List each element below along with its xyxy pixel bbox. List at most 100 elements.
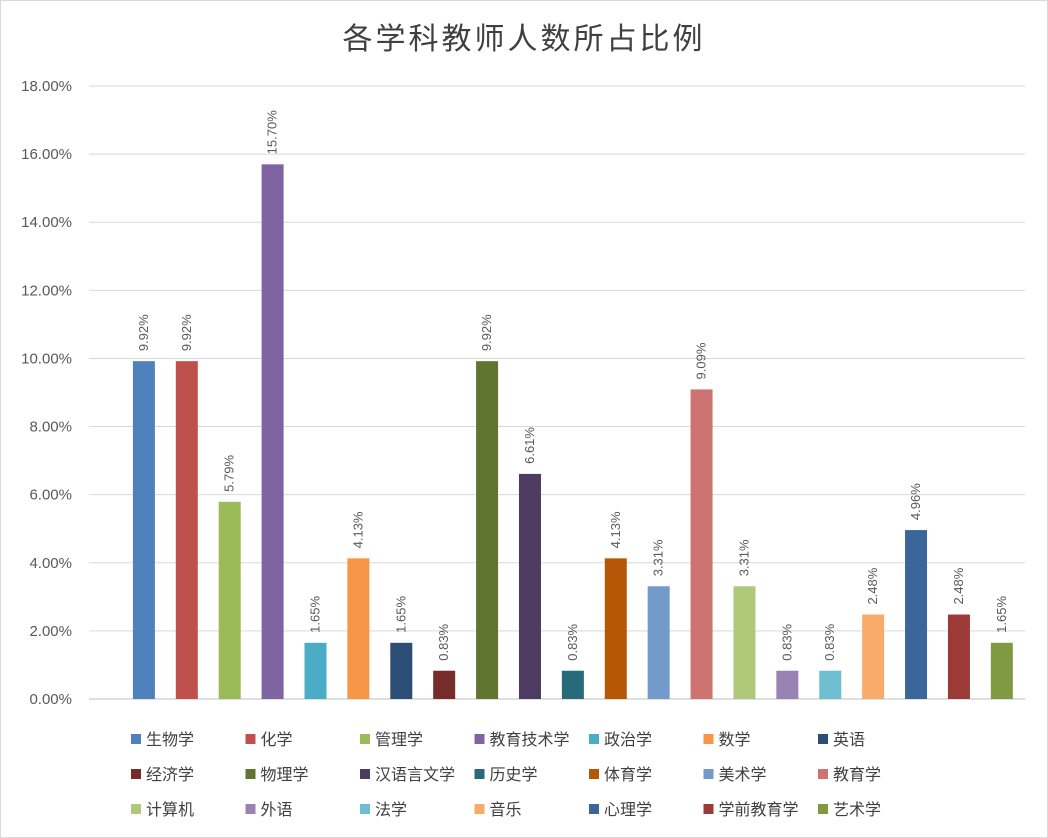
legend-label: 历史学 bbox=[490, 765, 538, 784]
bar bbox=[476, 361, 499, 699]
data-label: 3.31% bbox=[736, 539, 751, 576]
legend-item: 政治学 bbox=[589, 730, 652, 749]
data-label: 3.31% bbox=[651, 539, 666, 576]
legend-swatch bbox=[245, 769, 256, 779]
data-label: 5.79% bbox=[222, 455, 237, 492]
data-label: 4.13% bbox=[608, 511, 623, 548]
data-label: 4.13% bbox=[350, 511, 365, 548]
y-tick-label: 16.00% bbox=[21, 146, 72, 163]
legend-label: 教育技术学 bbox=[490, 730, 570, 749]
legend-item: 经济学 bbox=[131, 765, 194, 784]
data-label: 0.83% bbox=[436, 623, 451, 660]
bar bbox=[647, 586, 670, 699]
legend-item: 音乐 bbox=[474, 800, 522, 819]
y-tick-label: 2.00% bbox=[29, 623, 72, 640]
legend-swatch bbox=[360, 734, 370, 744]
legend-label: 音乐 bbox=[490, 800, 522, 819]
legend-swatch bbox=[589, 804, 599, 814]
data-label: 0.83% bbox=[822, 623, 837, 660]
legend-swatch bbox=[131, 804, 141, 814]
legend-label: 管理学 bbox=[375, 730, 423, 749]
data-label: 15.70% bbox=[265, 110, 280, 155]
y-tick-label: 10.00% bbox=[21, 350, 72, 367]
data-label: 9.92% bbox=[479, 314, 494, 351]
data-label: 0.83% bbox=[565, 623, 580, 660]
y-axis-ticks: 0.00% 2.00% 4.00% 6.00% 8.00% 10.00% 12.00% 14.… bbox=[21, 78, 72, 708]
data-label: 9.92% bbox=[136, 314, 151, 351]
legend-item: 艺术学 bbox=[818, 800, 881, 819]
legend-swatch bbox=[818, 734, 828, 744]
data-label: 1.65% bbox=[994, 596, 1009, 633]
bar bbox=[990, 642, 1013, 699]
legend-item: 美术学 bbox=[703, 765, 767, 784]
legend-swatch bbox=[360, 804, 370, 814]
legend-swatch bbox=[131, 769, 141, 779]
legend-item: 数学 bbox=[703, 730, 751, 749]
bar bbox=[304, 642, 327, 699]
y-tick-label: 12.00% bbox=[21, 282, 72, 299]
bar bbox=[604, 558, 627, 699]
legend-item: 生物学 bbox=[131, 730, 194, 749]
data-labels: 9.92% 9.92% 5.79% 15.70% 1.65% 4.13% 1.65% 0.83… bbox=[136, 110, 1009, 661]
data-label: 4.96% bbox=[908, 483, 923, 520]
legend-swatch bbox=[818, 804, 828, 814]
legend-item: 心理学 bbox=[589, 800, 652, 819]
bar bbox=[819, 670, 842, 699]
gridlines bbox=[89, 85, 1025, 700]
legend-item: 法学 bbox=[360, 800, 407, 819]
bar bbox=[261, 164, 284, 700]
legend-swatch bbox=[131, 734, 141, 744]
data-label: 2.48% bbox=[865, 567, 880, 604]
legend-swatch bbox=[703, 804, 714, 814]
legend-label: 心理学 bbox=[604, 800, 652, 819]
legend-swatch bbox=[474, 804, 485, 814]
y-tick-label: 8.00% bbox=[29, 419, 72, 436]
legend-swatch bbox=[703, 769, 714, 779]
bar bbox=[947, 614, 970, 699]
bar bbox=[776, 670, 799, 699]
bar bbox=[561, 670, 584, 699]
data-label: 1.65% bbox=[393, 596, 408, 633]
legend-item: 物理学 bbox=[245, 765, 309, 784]
legend-item: 英语 bbox=[818, 730, 865, 749]
data-label: 0.83% bbox=[779, 623, 794, 660]
legend-item: 历史学 bbox=[474, 765, 538, 784]
data-label: 2.48% bbox=[951, 567, 966, 604]
bar bbox=[347, 558, 370, 699]
legend-item: 计算机 bbox=[131, 800, 194, 819]
data-label: 9.09% bbox=[694, 342, 709, 379]
legend-item: 体育学 bbox=[589, 765, 652, 784]
y-tick-label: 6.00% bbox=[29, 487, 72, 504]
bar bbox=[862, 614, 885, 699]
legend-swatch bbox=[474, 769, 485, 779]
y-tick-label: 14.00% bbox=[21, 214, 72, 231]
legend-label: 外语 bbox=[261, 800, 293, 819]
legend-label: 教育学 bbox=[833, 765, 881, 784]
legend-label: 物理学 bbox=[261, 765, 309, 784]
legend-swatch bbox=[474, 734, 485, 744]
bar bbox=[690, 389, 713, 699]
legend-label: 美术学 bbox=[719, 765, 767, 784]
legend-label: 化学 bbox=[261, 730, 293, 749]
legend-label: 数学 bbox=[719, 730, 751, 749]
legend-item: 教育技术学 bbox=[474, 730, 570, 749]
data-label: 1.65% bbox=[307, 596, 322, 633]
legend-label: 政治学 bbox=[604, 730, 652, 749]
data-label: 9.92% bbox=[179, 314, 194, 351]
bar bbox=[733, 586, 756, 699]
legend-label: 体育学 bbox=[604, 765, 652, 784]
bar bbox=[175, 361, 198, 699]
bar bbox=[132, 361, 155, 699]
legend-item: 教育学 bbox=[818, 765, 881, 784]
y-tick-label: 18.00% bbox=[21, 78, 72, 95]
legend-swatch bbox=[818, 769, 828, 779]
legend-swatch bbox=[589, 769, 599, 779]
legend-item: 外语 bbox=[245, 800, 293, 819]
legend-item: 管理学 bbox=[360, 730, 423, 749]
y-tick-label: 0.00% bbox=[29, 691, 72, 708]
legend-swatch bbox=[245, 734, 256, 744]
legend-label: 生物学 bbox=[146, 730, 194, 749]
